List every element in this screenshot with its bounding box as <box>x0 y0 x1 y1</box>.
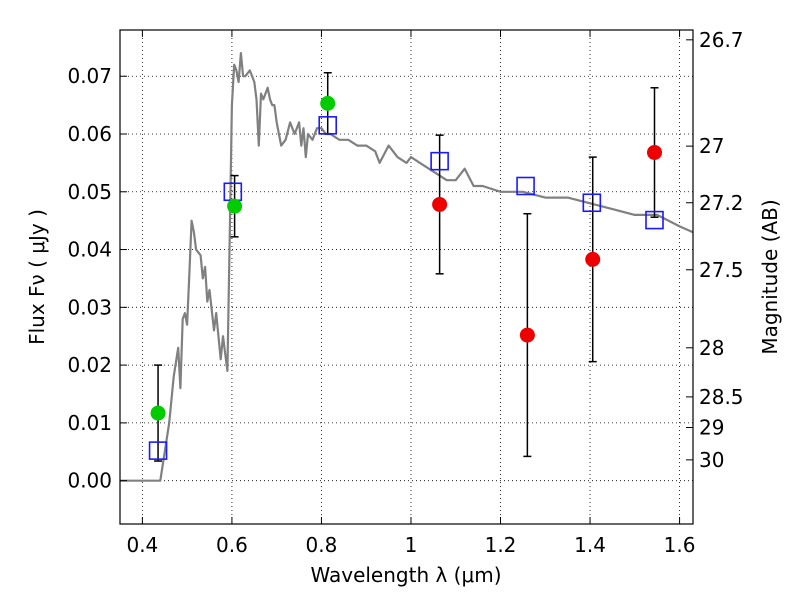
observed-point <box>432 196 448 212</box>
plot-frame <box>119 29 694 525</box>
model-band-square <box>430 151 449 171</box>
x-tick-label: 0.8 <box>306 533 338 557</box>
x-tick-labels: 0.4 0.6 0.8 1 1.2 1.4 1.6 <box>126 533 695 557</box>
y-tick-label: 0.06 <box>67 122 112 146</box>
y2-tick-label: 28 <box>699 336 724 360</box>
model-band-square <box>516 176 535 196</box>
x-tick-label: 1.4 <box>574 533 606 557</box>
x-tick-label: 0.4 <box>126 533 158 557</box>
y2-tick-label: 27.2 <box>699 191 744 215</box>
y2-tick-label: 29 <box>699 416 724 440</box>
spectrum-line <box>120 52 694 482</box>
model-band-square <box>318 116 338 135</box>
observed-point <box>647 144 663 160</box>
x-tick-label: 1.2 <box>485 533 517 557</box>
y2-tick-label: 27 <box>699 134 724 158</box>
observed-point <box>519 327 535 343</box>
data-markers <box>148 95 664 460</box>
x-tick-label: 1.6 <box>664 533 696 557</box>
model-spectrum <box>120 52 694 482</box>
y-tick-label: 0.00 <box>67 469 112 493</box>
y2-tick-label: 26.7 <box>699 28 744 52</box>
axis-ticks <box>120 30 693 524</box>
model-band-square <box>148 441 168 460</box>
x-axis-label: Wavelength λ (μm) <box>310 563 501 587</box>
observed-point <box>320 95 336 111</box>
y-tick-label: 0.04 <box>67 238 112 262</box>
y-tick-label: 0.07 <box>67 64 112 88</box>
y2-tick-labels: 26.7 27 27.2 27.5 28 28.5 29 30 <box>699 28 744 472</box>
y-tick-label: 0.05 <box>67 180 112 204</box>
y2-tick-label: 28.5 <box>699 385 744 409</box>
y-tick-label: 0.01 <box>67 411 112 435</box>
y2-axis-label: Magnitude (AB) <box>758 199 782 354</box>
y-tick-label: 0.02 <box>67 353 112 377</box>
x-tick-label: 0.6 <box>216 533 248 557</box>
y-tick-label: 0.03 <box>67 295 112 319</box>
y2-tick-label: 27.5 <box>699 258 744 282</box>
model-band-square <box>645 210 664 230</box>
model-band-square <box>582 193 602 213</box>
y-tick-labels: 0.00 0.01 0.02 0.03 0.04 0.05 0.06 0.07 <box>67 64 112 492</box>
x-tick-label: 1 <box>405 533 418 557</box>
y2-tick-label: 30 <box>699 448 724 472</box>
observed-point <box>585 251 601 267</box>
observed-point <box>227 198 243 214</box>
y-axis-label: Flux Fν ( μJy ) <box>25 209 49 345</box>
observed-point <box>150 405 166 421</box>
